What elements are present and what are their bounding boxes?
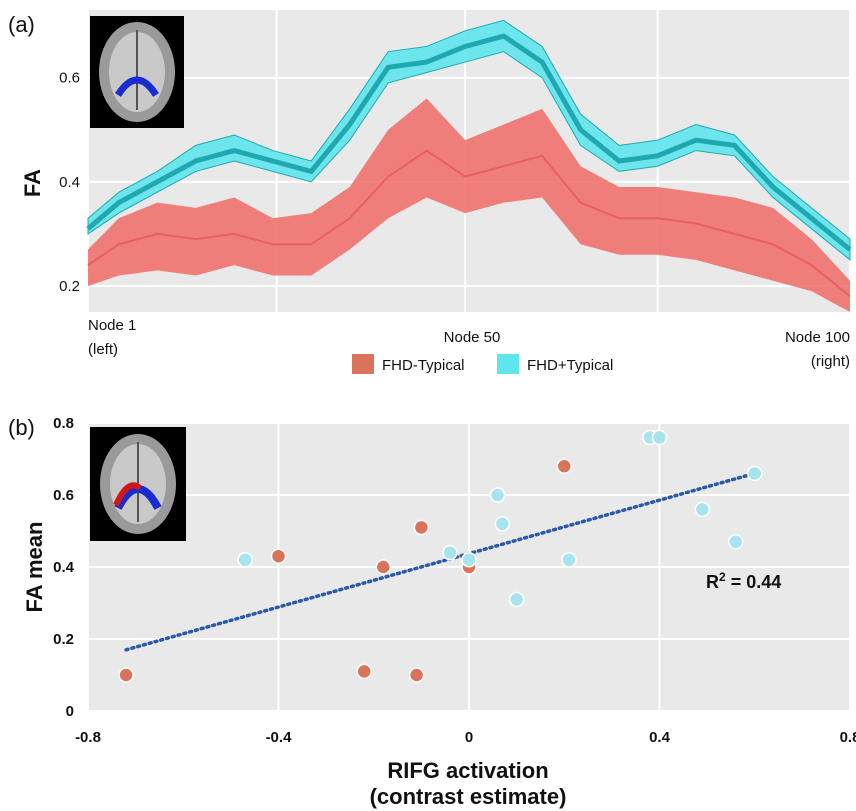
x-tick-label-a-1: Node 50 bbox=[444, 329, 501, 346]
point-fhd-minus-0 bbox=[118, 667, 134, 683]
x-tick-sublabel-a-0: (left) bbox=[88, 341, 118, 358]
mean-line-fhd-plus bbox=[86, 33, 852, 252]
regression-line bbox=[124, 471, 757, 652]
brain-inset-b bbox=[90, 427, 186, 541]
y-tick-label-b-1: 0.2 bbox=[53, 631, 74, 648]
y-tick-label-b-4: 0.8 bbox=[53, 415, 74, 432]
x-tick-label-b-4: 0.8 bbox=[840, 729, 856, 746]
x-tick-sublabel-a-2: (right) bbox=[811, 353, 850, 370]
panel-a-y-axis-title: FA bbox=[20, 169, 45, 197]
point-fhd-plus-1 bbox=[442, 544, 458, 561]
point-fhd-minus-3 bbox=[375, 559, 392, 575]
y-tick-label-b-0: 0 bbox=[66, 703, 74, 720]
panel-a-bands bbox=[86, 19, 852, 312]
point-fhd-plus-5 bbox=[508, 591, 525, 608]
x-tick-label-a-0: Node 1 bbox=[88, 317, 136, 334]
point-fhd-minus-7 bbox=[556, 458, 572, 474]
x-tick-label-b-2: 0 bbox=[465, 729, 473, 746]
y-tick-label-a-2: 0.6 bbox=[59, 70, 80, 87]
point-fhd-minus-5 bbox=[413, 519, 430, 536]
legend-label-fhd-plus: FHD+Typical bbox=[527, 357, 613, 374]
legend-swatch-fhd-minus bbox=[352, 354, 374, 374]
panel-b-grid bbox=[87, 422, 851, 712]
panel-b-y-ticks: 0 0.2 0.4 0.6 0.8 bbox=[53, 415, 75, 720]
band-fhd-minus bbox=[88, 98, 850, 312]
point-fhd-plus-8 bbox=[651, 429, 668, 446]
x-tick-label-a-2: Node 100 bbox=[785, 329, 850, 346]
point-fhd-minus-2 bbox=[356, 663, 372, 680]
x-tick-label-b-3: 0.4 bbox=[649, 729, 671, 746]
y-tick-label-b-2: 0.4 bbox=[53, 559, 75, 576]
panel-b-points bbox=[118, 429, 763, 683]
point-fhd-minus-1 bbox=[270, 548, 287, 564]
panel-b-fit-line bbox=[124, 471, 757, 652]
point-fhd-plus-9 bbox=[694, 501, 711, 518]
panel-a-legend: FHD-Typical FHD+Typical bbox=[352, 354, 613, 374]
x-tick-label-b-0: -0.8 bbox=[75, 729, 101, 746]
point-fhd-plus-6 bbox=[561, 552, 577, 568]
mean-line-fhd-minus bbox=[87, 149, 851, 298]
panel-b-label: (b) bbox=[8, 415, 35, 440]
y-tick-label-b-3: 0.6 bbox=[53, 487, 74, 504]
legend-label-fhd-minus: FHD-Typical bbox=[382, 357, 465, 374]
panel-a-label: (a) bbox=[8, 12, 35, 37]
point-fhd-plus-10 bbox=[727, 534, 744, 550]
panel-a-x-ticks: Node 1 (left) Node 50 Node 100 (right) bbox=[88, 317, 850, 370]
y-tick-label-a-1: 0.4 bbox=[59, 174, 80, 191]
point-fhd-plus-4 bbox=[494, 516, 511, 532]
panel-a: (a) 0.20.40.6 FA Node 1(left)Node 50 Node… bbox=[8, 10, 852, 374]
panel-b: (b) 0 0.2 0.4 0.6 0.8 -0.8 -0.4 0 0.4 0.8 R2 = 0… bbox=[8, 415, 856, 809]
panel-b-x-axis-title-line2: (contrast estimate) bbox=[370, 784, 567, 809]
r-squared-annotation: R2 = 0.44 bbox=[706, 570, 781, 592]
point-fhd-plus-3 bbox=[489, 487, 506, 503]
panel-b-y-axis-title: FA mean bbox=[22, 522, 47, 613]
y-tick-label-a-0: 0.2 bbox=[59, 278, 80, 295]
x-tick-label-b-1: -0.4 bbox=[266, 729, 293, 746]
point-fhd-plus-11 bbox=[747, 465, 763, 482]
point-fhd-plus-0 bbox=[237, 552, 253, 568]
panel-b-x-ticks: -0.8 -0.4 0 0.4 0.8 bbox=[75, 729, 856, 746]
brain-inset-a bbox=[90, 16, 184, 128]
panel-b-x-axis-title-line1: RIFG activation bbox=[387, 758, 548, 783]
panel-a-y-ticks: 0.2 0.4 0.6 bbox=[59, 70, 80, 295]
legend-swatch-fhd-plus bbox=[497, 354, 519, 374]
point-fhd-plus-2 bbox=[461, 552, 477, 568]
point-fhd-minus-4 bbox=[408, 667, 425, 683]
